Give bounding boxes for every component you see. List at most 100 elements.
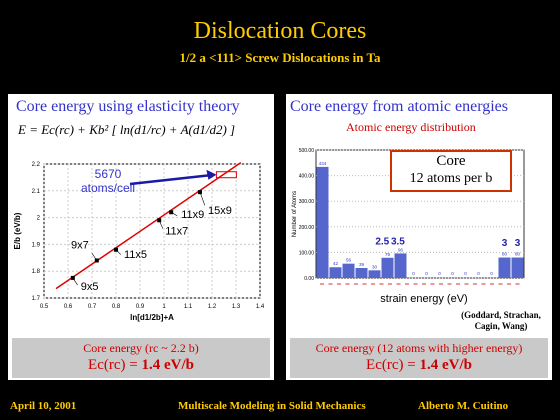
bar-value-label: 0 xyxy=(464,271,467,276)
x-tick-label: 1.3 xyxy=(232,304,241,310)
bar-value-label: 0 xyxy=(412,271,415,276)
left-summary-box: Core energy (rc ~ 2.2 b) Ec(rc) = 1.4 eV… xyxy=(12,338,270,378)
slide-subtitle: 1/2 a <111> Screw Dislocations in Ta xyxy=(179,50,381,65)
bar-value-label: 96 xyxy=(398,247,404,252)
core-energy-chart: 0.5 0.6 0.7 0.8 0.9 1 1.1 1.2 1.3 1.4 1.7 1.8 1.9 2 2.… xyxy=(13,162,265,322)
citation: (Goddard, Strachan, Cagin, Wang) xyxy=(461,310,541,331)
y-tick-label: 1.7 xyxy=(32,296,41,302)
point-leader xyxy=(158,220,164,229)
fit-line xyxy=(55,162,242,290)
bar-value-label: 80 xyxy=(502,252,508,257)
right-panel: Core energy from atomic energies Atomic … xyxy=(286,94,552,380)
x-tick-label: 1.1 xyxy=(184,304,193,310)
y-axis-label: E/b (eV/b) xyxy=(13,212,22,249)
bar-y-tick-label: 0.00 xyxy=(304,276,314,282)
annotation-arrow xyxy=(129,173,215,186)
x-tick-label: 1.2 xyxy=(208,304,217,310)
annotation-value: 5670 xyxy=(95,167,122,181)
y-tick-label: 1.9 xyxy=(32,242,41,248)
bar xyxy=(316,166,329,278)
footer-date: April 10, 2001 xyxy=(10,400,77,412)
point-label: 11x5 xyxy=(124,249,147,261)
y-tick-label: 2.2 xyxy=(32,162,41,168)
bar-y-tick-label: 200.00 xyxy=(299,225,315,231)
right-summary-box: Core energy (12 atoms with higher energy… xyxy=(290,338,548,378)
bar-value-label: 434 xyxy=(319,161,327,166)
left-summary-line1: Core energy (rc ~ 2.2 b) xyxy=(83,341,199,355)
bar xyxy=(394,253,407,278)
point-leader xyxy=(115,249,122,255)
x-tick-label: 1.4 xyxy=(256,304,265,310)
bar xyxy=(329,267,342,278)
right-panel-subtitle: Atomic energy distribution xyxy=(346,120,476,134)
right-summary-line2: Ec(rc) = 1.4 eV/b xyxy=(290,357,548,374)
bar-value-label: 79 xyxy=(385,252,391,257)
annotation-unit: atoms/cell xyxy=(81,181,135,195)
point-label: 11x9 xyxy=(181,209,204,221)
data-point xyxy=(70,275,75,280)
point-leader xyxy=(199,192,206,206)
bar xyxy=(381,257,394,278)
point-leader xyxy=(91,253,98,261)
point-leader xyxy=(72,277,78,286)
bar-y-axis-label: Number of Atoms xyxy=(292,191,298,237)
overlay-label: 3 xyxy=(515,238,521,249)
bar-value-label: 0 xyxy=(438,271,441,276)
point-leader xyxy=(171,211,178,217)
footer-center: Multiscale Modeling in Solid Mechanics xyxy=(178,400,366,412)
bar xyxy=(498,257,511,278)
point-label: 11x7 xyxy=(165,225,188,237)
x-tick-label: 1 xyxy=(162,304,166,310)
core-label-box: Core 12 atoms per b xyxy=(390,150,512,192)
left-panel-title: Core energy using elasticity theory xyxy=(16,98,240,115)
bar xyxy=(355,268,368,278)
bar-value-label: 39 xyxy=(359,262,365,267)
y-tick-label: 1.8 xyxy=(32,269,41,275)
bar-x-axis-label: strain energy (eV) xyxy=(380,293,467,305)
point-label: 9x7 xyxy=(71,239,89,251)
x-tick-label: 0.6 xyxy=(64,304,73,310)
bar-value-label: 80 xyxy=(515,252,521,257)
annotation-arrowhead xyxy=(206,169,217,180)
y-tick-label: 2.1 xyxy=(32,189,41,195)
x-axis-label: ln[d1/2b]+A xyxy=(130,313,174,322)
left-summary-line2: Ec(rc) = 1.4 eV/b xyxy=(12,357,270,374)
highlight-point xyxy=(215,171,237,179)
bar-value-label: 0 xyxy=(425,271,428,276)
x-tick-label: 0.7 xyxy=(88,304,97,310)
slide-title: Dislocation Cores xyxy=(193,18,367,44)
overlay-label: 2.5 xyxy=(375,237,389,248)
right-panel-title: Core energy from atomic energies xyxy=(290,98,508,115)
bar xyxy=(342,263,355,278)
overlay-label: 3.5 xyxy=(391,237,405,248)
bar-value-label: 0 xyxy=(477,271,480,276)
elasticity-formula: E = Ec(rc) + Kb² [ ln(d1/rc) + A(d1/d2) … xyxy=(18,122,236,137)
bar-value-label: 56 xyxy=(346,258,352,263)
right-summary-prefix: Ec(rc) = xyxy=(366,357,420,373)
x-tick-label: 0.8 xyxy=(112,304,121,310)
bar xyxy=(368,270,381,278)
bar-value-label: 0 xyxy=(490,271,493,276)
core-detail: 12 atoms per b xyxy=(409,171,493,186)
x-tick-label: 0.5 xyxy=(40,304,49,310)
bar-value-label: 30 xyxy=(372,264,378,269)
bar-y-tick-label: 300.00 xyxy=(299,199,315,205)
footer-author: Alberto M. Cuitino xyxy=(418,400,509,412)
core-label: Core xyxy=(436,153,466,169)
point-label: 15x9 xyxy=(208,205,232,217)
bar-y-tick-label: 500.00 xyxy=(299,148,315,154)
overlay-label: 3 xyxy=(502,238,508,249)
bar-value-label: 42 xyxy=(333,261,339,266)
bar-value-label: 0 xyxy=(451,271,454,276)
bar-y-tick-label: 100.00 xyxy=(299,250,315,256)
plot-frame xyxy=(43,163,261,299)
y-tick-label: 2 xyxy=(37,216,41,222)
right-summary-line1: Core energy (12 atoms with higher energy… xyxy=(315,341,523,355)
left-summary-value: 1.4 eV/b xyxy=(141,357,194,373)
bar xyxy=(511,257,524,278)
bar-y-tick-label: 400.00 xyxy=(299,174,315,180)
left-panel: Core energy using elasticity theory E = … xyxy=(8,94,274,380)
left-summary-prefix: Ec(rc) = xyxy=(88,357,142,373)
point-label: 9x5 xyxy=(81,281,99,293)
x-tick-label: 0.9 xyxy=(136,304,145,310)
